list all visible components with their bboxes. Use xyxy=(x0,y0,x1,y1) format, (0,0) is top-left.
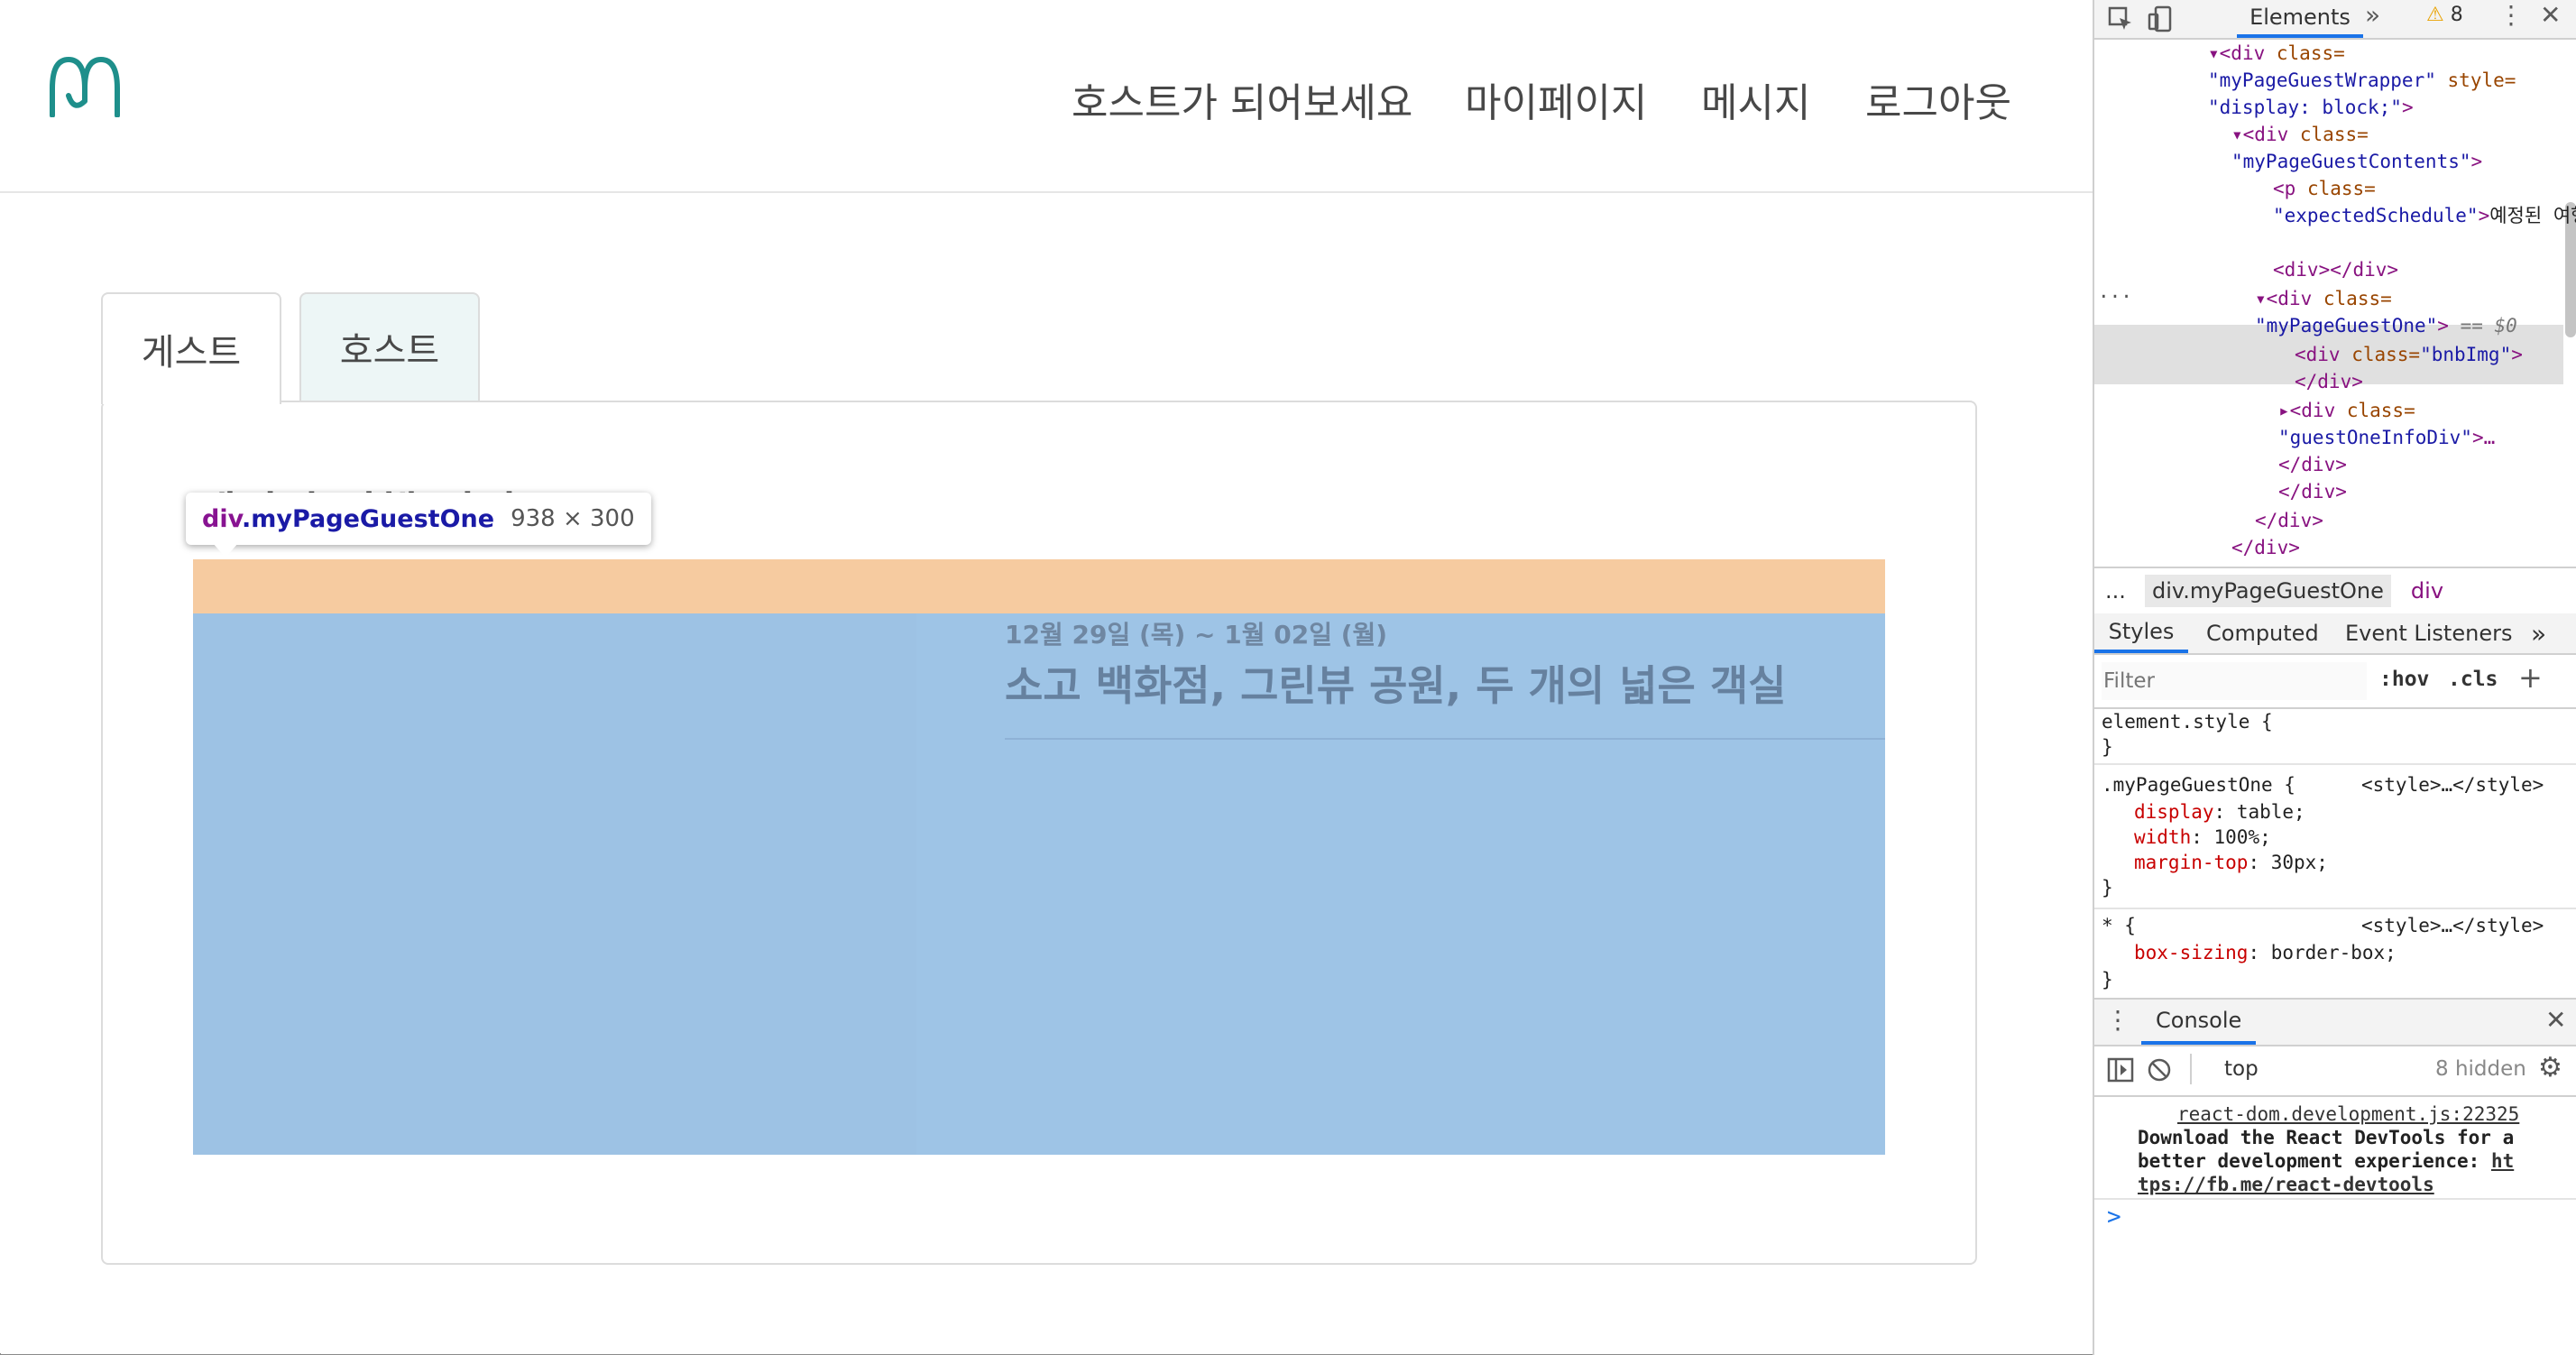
dom-row-menu-icon[interactable]: ··· xyxy=(2098,286,2132,308)
tab-elements[interactable]: Elements xyxy=(2237,0,2363,38)
show-sidebar-icon[interactable] xyxy=(2107,1057,2134,1083)
tab-computed[interactable]: Computed xyxy=(2206,621,2319,646)
css-close: } xyxy=(2102,877,2113,899)
dom-node-close: </div> xyxy=(2295,371,2363,392)
add-rule-icon[interactable]: + xyxy=(2518,660,2543,695)
css-rule-element-style: element.style { } xyxy=(2094,709,2576,765)
css-property[interactable]: width: 100%; xyxy=(2134,826,2271,848)
margin-highlight-overlay xyxy=(193,559,1885,613)
console-text: better development experience: ht xyxy=(2138,1150,2515,1172)
console-toolbar: top 8 hidden ⚙ xyxy=(2094,1045,2576,1097)
drawer-menu-icon[interactable]: ⋮ xyxy=(2105,1005,2130,1035)
dom-node-contents-attrs: "myPageGuestContents"> xyxy=(2231,151,2483,172)
dom-tree: ▾<div class= "myPageGuestWrapper" style=… xyxy=(2094,40,2576,565)
dom-node-close: </div> xyxy=(2255,510,2323,531)
console-message: react-dom.development.js:22325 Download … xyxy=(2094,1097,2576,1200)
dom-node-close: </div> xyxy=(2231,537,2300,558)
dom-node-wrapper-attrs: "myPageGuestWrapper" style= xyxy=(2208,69,2516,91)
device-toolbar-icon[interactable] xyxy=(2147,5,2174,32)
logo-icon[interactable] xyxy=(47,56,123,117)
nav-mypage[interactable]: 마이페이지 xyxy=(1465,80,1648,126)
trip-dates: 12월 29일 (목) ~ 1월 02일 (월) xyxy=(1005,620,1388,650)
clear-console-icon[interactable] xyxy=(2147,1057,2172,1083)
dom-node-bnb-img[interactable]: <div class="bnbImg"> xyxy=(2295,344,2523,365)
tab-guest[interactable]: 게스트 xyxy=(101,292,281,404)
dom-node-schedule-p-attrs: "expectedSchedule">예정된 여행 일정</p> xyxy=(2273,205,2576,226)
breadcrumb-item-guest-one[interactable]: div.myPageGuestOne xyxy=(2145,575,2391,607)
dom-node-wrapper-style: "display: block;"> xyxy=(2208,97,2414,118)
dom-node-empty-div[interactable]: <div></div> xyxy=(2273,259,2399,281)
inspect-tooltip: div.myPageGuestOne 938 × 300 xyxy=(186,493,651,545)
bnb-image-placeholder[interactable] xyxy=(193,613,916,1155)
styles-filter-input[interactable] xyxy=(2102,662,2367,700)
console-drawer-header: ⋮ Console ✕ xyxy=(2094,998,2576,1046)
css-selector[interactable]: * { xyxy=(2102,915,2136,936)
dom-node-info-div[interactable]: ▸<div class= xyxy=(2278,400,2415,421)
css-source-link[interactable]: <style>…</style> xyxy=(2361,774,2544,796)
dom-node-close: </div> xyxy=(2278,481,2347,502)
devtools-panel: Elements » ⚠ 8 ⋮ ✕ ▾<div class= "myPageG… xyxy=(2093,0,2576,1355)
close-devtools-icon[interactable]: ✕ xyxy=(2540,0,2562,30)
css-close: } xyxy=(2102,969,2113,991)
dom-node-close: </div> xyxy=(2278,454,2347,475)
tab-console[interactable]: Console xyxy=(2141,1000,2257,1045)
css-property[interactable]: display: table; xyxy=(2134,801,2305,823)
close-drawer-icon[interactable]: ✕ xyxy=(2545,1005,2567,1035)
more-tabs-icon[interactable]: » xyxy=(2365,0,2381,30)
styles-filter-row: :hov .cls + xyxy=(2094,655,2576,709)
devtools-toolbar: Elements » ⚠ 8 ⋮ ✕ xyxy=(2094,0,2576,40)
nav-messages[interactable]: 메시지 xyxy=(1701,80,1811,126)
dom-scrollbar[interactable] xyxy=(2565,202,2576,337)
breadcrumb-ellipsis[interactable]: ... xyxy=(2105,578,2126,604)
dom-selected-row-bg xyxy=(2094,325,2563,384)
tooltip-arrow xyxy=(213,543,238,558)
context-selector[interactable]: top xyxy=(2224,1057,2259,1081)
console-prompt[interactable]: > xyxy=(2107,1203,2121,1231)
hov-toggle[interactable]: :hov xyxy=(2379,668,2430,691)
toolbar-divider xyxy=(2190,1054,2192,1084)
console-link[interactable]: tps://fb.me/react-devtools xyxy=(2138,1174,2434,1195)
console-settings-gear-icon[interactable]: ⚙ xyxy=(2538,1052,2562,1083)
divider xyxy=(1005,738,1885,740)
cls-toggle[interactable]: .cls xyxy=(2448,668,2498,691)
tooltip-element-size: 938 × 300 xyxy=(511,505,635,532)
web-page: 호스트가 되어보세요 마이페이지 메시지 로그아웃 게스트 호스트 예정된 여행… xyxy=(0,0,2093,1265)
more-tabs-icon[interactable]: » xyxy=(2531,618,2547,649)
trip-name[interactable]: 소고 백화점, 그린뷰 공원, 두 개의 넓은 객실 xyxy=(1005,661,1787,710)
css-selector[interactable]: .myPageGuestOne { xyxy=(2102,774,2295,796)
console-source-link[interactable]: react-dom.development.js:22325 xyxy=(2177,1103,2520,1125)
css-close: } xyxy=(2102,736,2113,758)
css-selector[interactable]: element.style { xyxy=(2102,711,2273,733)
breadcrumb: ... div.myPageGuestOne div xyxy=(2094,567,2576,615)
warnings-counter[interactable]: ⚠ 8 xyxy=(2426,4,2463,26)
hidden-messages-count[interactable]: 8 hidden xyxy=(2435,1057,2526,1081)
dom-node-guest-one-attrs: "myPageGuestOne"> == $0 xyxy=(2255,315,2517,336)
dom-node-info-div-attrs: "guestOneInfoDiv">… xyxy=(2278,427,2496,448)
dom-node-contents[interactable]: ▾<div class= xyxy=(2231,124,2369,145)
css-property[interactable]: box-sizing: border-box; xyxy=(2134,942,2397,963)
tooltip-element-name: div.myPageGuestOne xyxy=(202,504,495,533)
dom-node-guest-one[interactable]: ▾<div class= xyxy=(2255,288,2392,309)
tab-host[interactable]: 호스트 xyxy=(299,292,480,401)
styles-tabbar: Styles Computed Event Listeners » xyxy=(2094,613,2576,655)
kebab-menu-icon[interactable]: ⋮ xyxy=(2498,0,2524,30)
tab-styles[interactable]: Styles xyxy=(2094,613,2188,653)
inspect-element-icon[interactable] xyxy=(2107,5,2134,32)
nav-logout[interactable]: 로그아웃 xyxy=(1865,80,2011,126)
nav-become-host[interactable]: 호스트가 되어보세요 xyxy=(1072,80,1413,126)
warning-count: 8 xyxy=(2450,4,2463,26)
site-header: 호스트가 되어보세요 마이페이지 메시지 로그아웃 xyxy=(0,0,2093,193)
console-link[interactable]: ht xyxy=(2490,1150,2515,1172)
dom-node-schedule-p[interactable]: <p class= xyxy=(2273,178,2376,199)
tab-event-listeners[interactable]: Event Listeners xyxy=(2345,621,2513,646)
breadcrumb-item-div[interactable]: div xyxy=(2410,578,2444,604)
console-text: Download the React DevTools for a xyxy=(2138,1127,2515,1148)
css-rule-universal: * { <style>…</style> box-sizing: border-… xyxy=(2094,913,2576,996)
css-source-link[interactable]: <style>…</style> xyxy=(2361,915,2544,936)
warning-icon: ⚠ xyxy=(2426,4,2444,26)
dom-node-wrapper[interactable]: ▾<div class= xyxy=(2208,42,2345,64)
css-rule-guest-one: .myPageGuestOne { <style>…</style> displ… xyxy=(2094,772,2576,909)
css-property[interactable]: margin-top: 30px; xyxy=(2134,852,2328,873)
tab-content-panel xyxy=(101,401,1977,1265)
